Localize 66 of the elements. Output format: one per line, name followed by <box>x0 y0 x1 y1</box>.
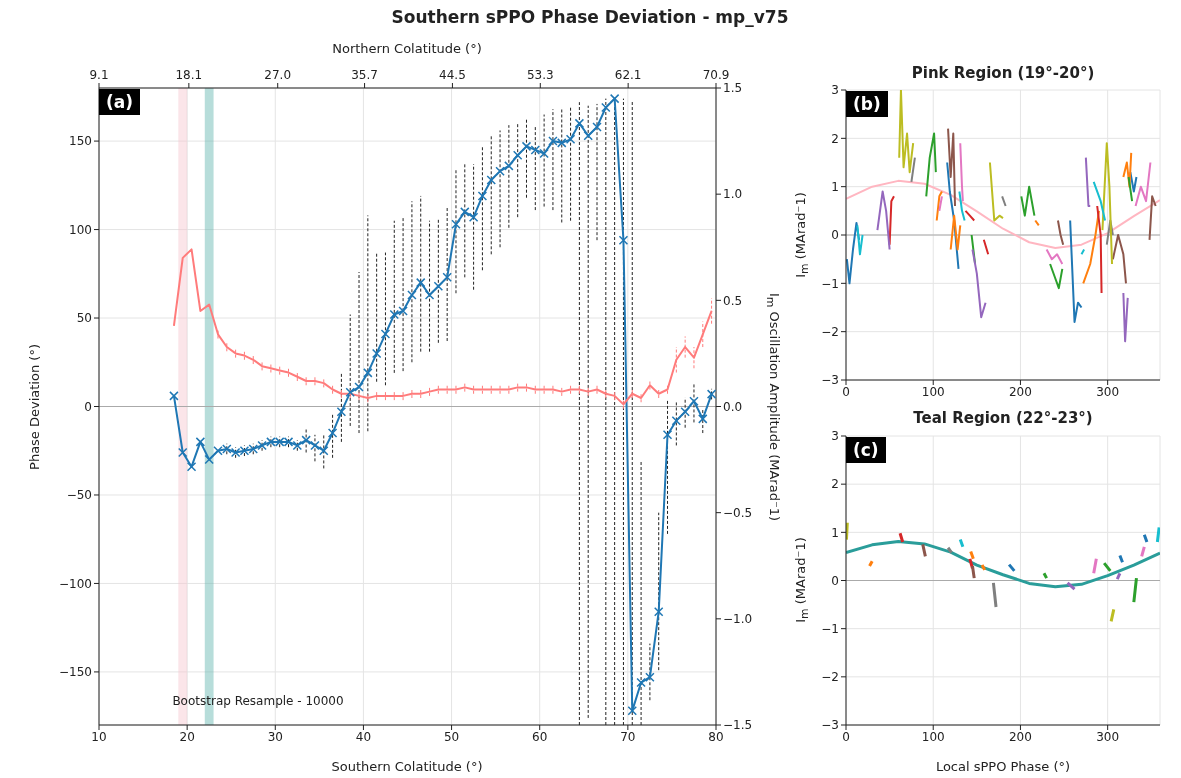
x-tick-label: 200 <box>1008 729 1032 744</box>
annotation: (c) <box>846 437 886 463</box>
x2-axis-title: Northern Colatitude (°) <box>332 40 482 56</box>
y-tick-label: 2 <box>831 131 839 146</box>
y-tick-label: −150 <box>59 665 92 680</box>
x2-tick-label: 70.9 <box>702 68 730 82</box>
annotation: Bootstrap Resample - 10000 <box>172 694 344 708</box>
y-tick-label: −2 <box>821 324 839 339</box>
line-series <box>846 539 1160 589</box>
y-tick-label: −3 <box>821 373 839 388</box>
x-tick-label: 70 <box>620 729 636 744</box>
x2-tick-label: 62.1 <box>614 68 642 82</box>
y-axis-title: Phase Deviation (°) <box>26 344 42 470</box>
line-series <box>846 179 1160 250</box>
y-tick-label: 3 <box>831 429 839 444</box>
x2-tick-label: 35.7 <box>351 68 378 82</box>
x-axis-title: Southern Colatitude (°) <box>331 758 483 774</box>
y-tick-label: −1 <box>821 276 839 291</box>
y-tick-label: 2 <box>831 477 839 492</box>
y-tick-label: 100 <box>69 222 92 237</box>
y-tick-label: −50 <box>66 488 92 503</box>
y-tick-label: −2 <box>821 670 839 685</box>
y-tick-label: 1 <box>831 525 839 540</box>
x2-tick-label: 27.0 <box>264 68 292 82</box>
y-tick-label: 3 <box>831 83 839 98</box>
x-tick-label: 0 <box>842 384 850 399</box>
x-tick-label: 300 <box>1096 384 1120 399</box>
x2-tick-label: 53.3 <box>526 68 554 82</box>
x-tick-label: 100 <box>921 384 945 399</box>
x-tick-label: 0 <box>842 729 850 744</box>
y-tick-label: 0 <box>831 228 839 243</box>
x2-tick-label: 18.1 <box>175 68 203 82</box>
x-axis-title: Local sPPO Phase (°) <box>935 758 1071 774</box>
y2-tick-label: 0.5 <box>723 293 743 308</box>
x-tick-label: 20 <box>179 729 195 744</box>
y-tick-label: 150 <box>69 134 92 149</box>
y-tick-label: 1 <box>831 179 839 194</box>
annotation: (b) <box>846 91 888 117</box>
y-tick-label: −1 <box>821 621 839 636</box>
y2-tick-label: −1.5 <box>723 718 753 733</box>
y2-tick-label: −0.5 <box>723 505 753 520</box>
line-series <box>172 248 713 406</box>
y-tick-label: −3 <box>821 718 839 733</box>
y-tick-label: 50 <box>76 311 92 326</box>
x-tick-label: 80 <box>708 729 724 744</box>
y-tick-label: −100 <box>59 576 92 591</box>
y-tick-label: 0 <box>84 399 92 414</box>
y2-tick-label: 1.5 <box>723 81 743 96</box>
x-tick-label: 10 <box>91 729 107 744</box>
y2-tick-label: 1.0 <box>723 187 743 202</box>
annotation: (a) <box>99 89 141 115</box>
x-tick-label: 60 <box>532 729 548 744</box>
x-tick-label: 300 <box>1096 729 1120 744</box>
x-tick-label: 30 <box>267 729 283 744</box>
x-tick-label: 40 <box>355 729 372 744</box>
chart-title: Pink Region (19°-20°) <box>911 64 1095 82</box>
chart-title: Southern sPPO Phase Deviation - mp_v75 <box>391 7 789 27</box>
x-tick-label: 200 <box>1008 384 1032 399</box>
y-tick-label: 0 <box>831 573 839 588</box>
y2-tick-label: 0.0 <box>723 399 743 414</box>
x-tick-label: 100 <box>921 729 945 744</box>
x-tick-label: 50 <box>443 729 460 744</box>
x2-tick-label: 9.1 <box>89 68 109 82</box>
x2-tick-label: 44.5 <box>439 68 466 82</box>
chart-title: Teal Region (22°-23°) <box>913 409 1093 427</box>
y2-tick-label: −1.0 <box>723 612 753 627</box>
